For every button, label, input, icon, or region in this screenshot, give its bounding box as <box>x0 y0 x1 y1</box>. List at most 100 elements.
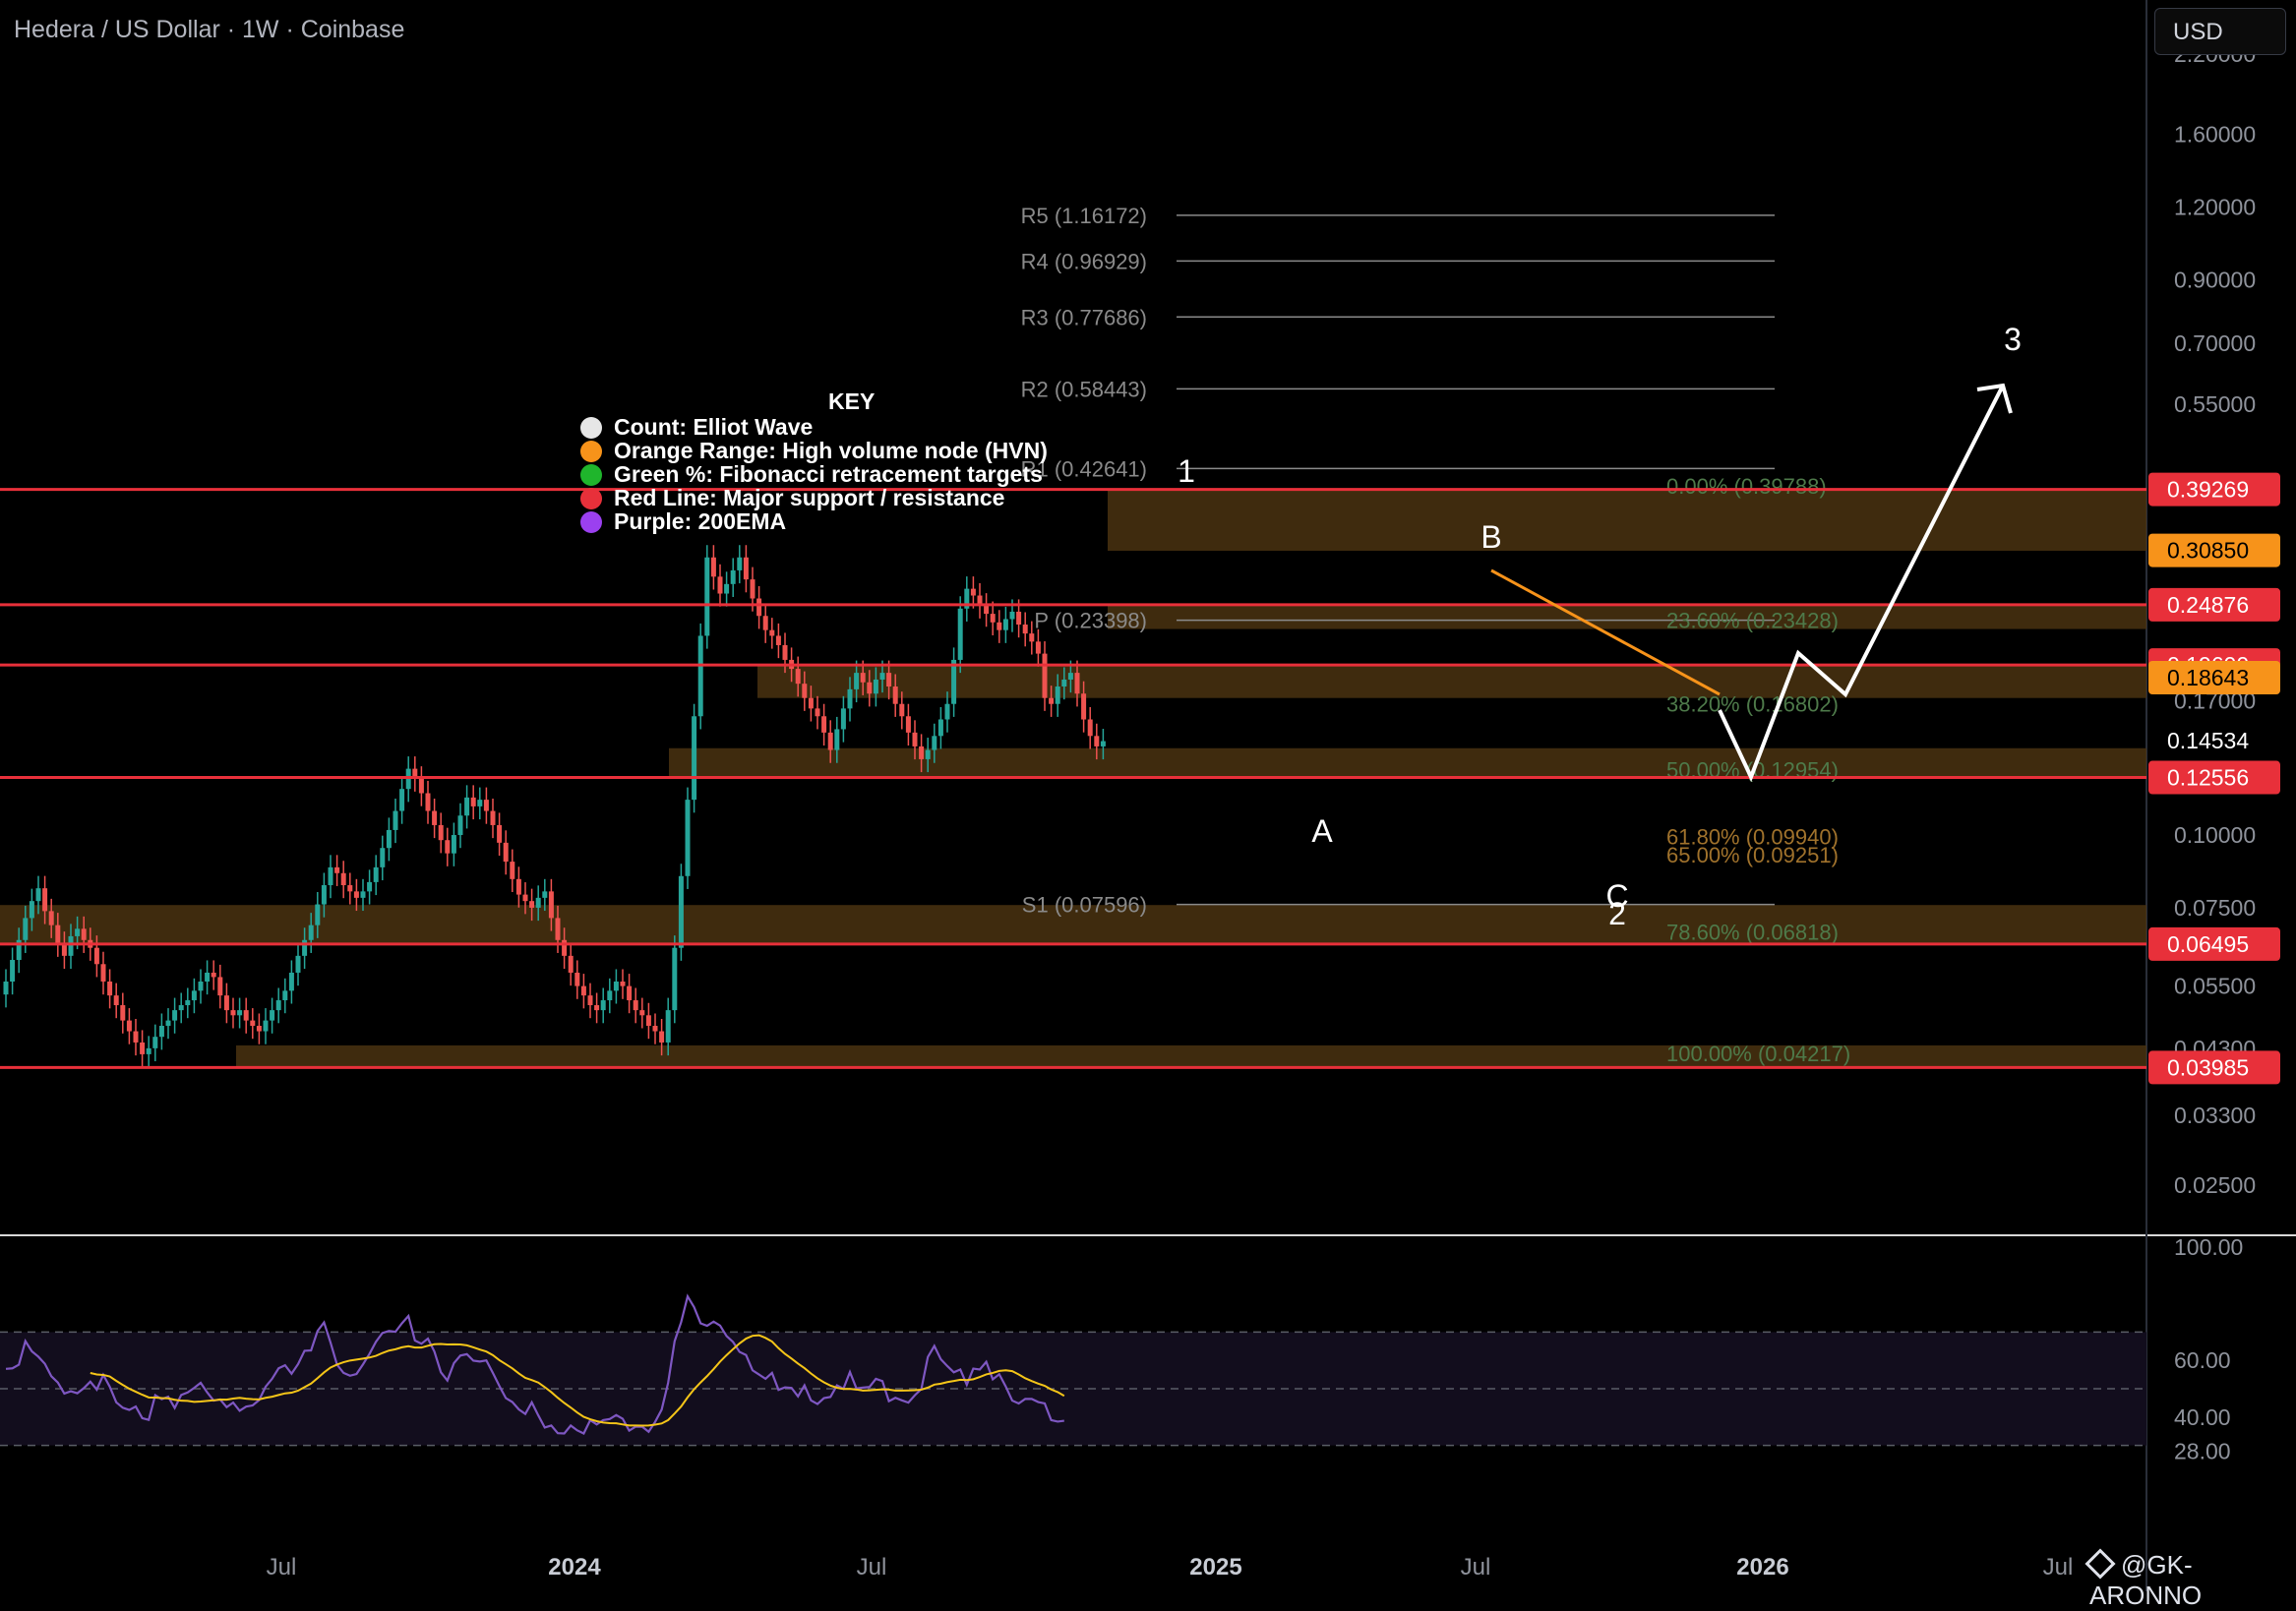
candle-body <box>613 981 619 991</box>
rsi-moving-average <box>90 1334 1065 1427</box>
candle-body <box>834 729 840 750</box>
candle-body <box>769 629 775 636</box>
candle-body <box>997 622 1002 630</box>
candle-body <box>919 746 925 759</box>
candle-body <box>957 608 963 660</box>
candle-body <box>730 569 736 584</box>
candle-body <box>243 1010 249 1021</box>
candle-body <box>451 835 456 854</box>
candle-body <box>211 972 216 978</box>
wave-label: 2 <box>1608 896 1626 931</box>
candle-body <box>860 673 866 683</box>
candle-body <box>113 995 119 1006</box>
candle-body <box>548 891 554 919</box>
candle-body <box>321 885 327 905</box>
chart-title: Hedera / US Dollar · 1W · Coinbase <box>14 16 405 43</box>
candle-body <box>315 904 321 925</box>
candle-body <box>503 842 509 863</box>
candle-body <box>68 935 74 956</box>
candle-body <box>607 990 613 1001</box>
candle-body <box>951 659 957 704</box>
pivot-label: R5 (1.16172) <box>1021 204 1147 228</box>
x-tick-label: 2024 <box>548 1554 601 1581</box>
candle-body <box>1042 653 1048 698</box>
candle-body <box>944 703 950 720</box>
x-tick-label: Jul <box>857 1554 887 1581</box>
price-label: 0.39269 <box>2167 477 2249 503</box>
candle-body <box>223 995 229 1011</box>
candle-body <box>737 557 743 570</box>
candle-body <box>107 981 113 996</box>
key-item-support: Red Line: Major support / resistance <box>580 486 1048 509</box>
candle-body <box>373 866 379 882</box>
candle-body <box>55 925 61 944</box>
pivot-label: R4 (0.96929) <box>1021 249 1147 273</box>
pivot-label: R2 (0.58443) <box>1021 377 1147 401</box>
y-tick-label: 0.03300 <box>2174 1103 2256 1128</box>
fib-label: 78.60% (0.06818) <box>1666 920 1839 944</box>
candle-body <box>302 939 308 956</box>
price-label: 0.30850 <box>2167 538 2249 564</box>
x-tick-label: Jul <box>1461 1554 1491 1581</box>
price-label-box <box>2148 660 2280 694</box>
watermark: @GK-ARONNO <box>2085 1548 2296 1611</box>
candle-body <box>821 716 827 733</box>
candle-body <box>340 872 346 886</box>
candle-body <box>230 1010 236 1016</box>
candle-body <box>847 688 853 709</box>
candle-body <box>1061 679 1067 687</box>
candle-body <box>587 995 593 1006</box>
candle-body <box>483 800 489 811</box>
y-tick-label: 0.55000 <box>2174 391 2256 417</box>
hvn-zone <box>757 665 2146 698</box>
candle-body <box>685 800 691 876</box>
candle-body <box>600 1000 606 1011</box>
candle-body <box>879 673 885 680</box>
projection-path <box>1718 385 2005 783</box>
candle-body <box>724 583 730 594</box>
currency-button[interactable]: USD <box>2154 8 2286 55</box>
candle-body <box>250 1020 256 1027</box>
candle-body <box>1067 673 1073 680</box>
candle-body <box>659 1031 665 1043</box>
candle-body <box>464 797 470 816</box>
wave-label: A <box>1311 813 1333 849</box>
candle-body <box>61 943 67 956</box>
rsi-tick-label: 40.00 <box>2174 1404 2231 1430</box>
wave-label: B <box>1480 519 1501 555</box>
price-label-box <box>2148 587 2280 622</box>
candle-body <box>1049 697 1055 704</box>
candle-body <box>256 1026 262 1032</box>
key-item-label: Green %: Fibonacci retracement targets <box>614 461 1043 487</box>
fib-label: 0.00% (0.39788) <box>1666 474 1827 499</box>
price-label: 0.14534 <box>2167 728 2249 753</box>
candle-body <box>535 897 541 908</box>
hvn-zone <box>1108 605 2146 629</box>
y-tick-label: 0.70000 <box>2174 330 2256 356</box>
y-tick-label: 1.60000 <box>2174 122 2256 148</box>
candle-body <box>23 918 29 940</box>
candle-body <box>497 824 503 843</box>
hvn-zone <box>0 905 2146 945</box>
candle-body <box>347 885 353 892</box>
candle-body <box>568 955 574 973</box>
y-tick-label: 0.02500 <box>2174 1172 2256 1198</box>
y-tick-label: 0.90000 <box>2174 267 2256 292</box>
candle-body <box>555 918 561 940</box>
candle-body <box>932 736 937 750</box>
candle-body <box>750 579 755 599</box>
candle-body <box>574 972 580 986</box>
candle-body <box>802 684 808 698</box>
candle-body <box>165 1020 171 1027</box>
fib-label: 100.00% (0.04217) <box>1666 1042 1850 1066</box>
candle-body <box>867 682 873 694</box>
candle-body <box>48 911 54 925</box>
candle-body <box>873 679 878 694</box>
rsi-tick-label: 60.00 <box>2174 1347 2231 1373</box>
candle-body <box>42 888 48 912</box>
wave-label: C <box>1605 878 1628 914</box>
candle-body <box>386 829 392 849</box>
candle-body <box>445 840 451 854</box>
candle-body <box>970 588 976 596</box>
